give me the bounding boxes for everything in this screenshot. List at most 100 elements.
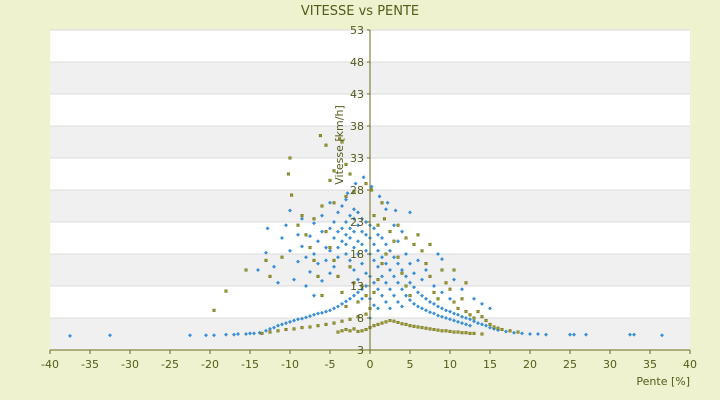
y-tick-label: 18 [350, 248, 364, 261]
x-tick-label: 20 [523, 358, 537, 371]
data-point [492, 325, 496, 329]
data-point [352, 281, 356, 285]
data-point [364, 182, 368, 186]
data-point [472, 296, 476, 301]
data-point [252, 331, 256, 336]
data-point [480, 315, 484, 319]
data-point [392, 319, 396, 323]
data-point [388, 230, 392, 234]
data-point [376, 306, 380, 311]
data-point [308, 269, 312, 274]
data-point [376, 287, 380, 292]
data-point [360, 296, 364, 301]
data-point [408, 280, 412, 285]
data-point [408, 324, 412, 328]
data-point [456, 319, 460, 324]
data-point [460, 331, 464, 335]
data-point [348, 213, 352, 218]
data-point [360, 229, 364, 234]
data-point [392, 239, 396, 243]
data-point [308, 314, 312, 319]
data-point [296, 259, 300, 264]
data-point [344, 197, 348, 202]
data-point [264, 258, 268, 262]
data-point [340, 226, 344, 231]
data-point [300, 214, 304, 218]
data-point [544, 332, 548, 337]
data-point [400, 304, 404, 309]
data-point [420, 306, 424, 311]
data-point [384, 207, 388, 212]
data-point [328, 178, 332, 182]
data-points [68, 134, 664, 338]
data-point [400, 322, 404, 326]
data-point [340, 140, 344, 144]
data-point [436, 252, 440, 256]
y-axis-label: Vitesse [km/h] [333, 105, 346, 185]
data-point [412, 301, 416, 306]
data-point [304, 233, 308, 237]
data-point [372, 324, 376, 328]
data-point [388, 319, 392, 323]
data-point [320, 229, 324, 234]
data-point [312, 293, 316, 298]
data-point [352, 293, 356, 298]
data-point [276, 323, 280, 328]
data-point [324, 230, 328, 234]
x-tick-label: 10 [443, 358, 457, 371]
data-point [300, 216, 304, 221]
data-point [480, 332, 484, 336]
data-point [108, 333, 112, 338]
data-point [352, 189, 356, 193]
data-point [344, 242, 348, 247]
data-point [388, 268, 392, 272]
data-point [424, 296, 428, 301]
data-point [364, 248, 368, 253]
y-tick-label: 13 [350, 280, 364, 293]
x-axis-label: Pente [%] [636, 375, 690, 388]
data-point [328, 246, 332, 250]
data-point [304, 284, 308, 288]
data-point [428, 310, 432, 315]
data-point [256, 268, 260, 272]
data-point [332, 201, 336, 205]
data-point [320, 278, 324, 283]
data-point [308, 246, 312, 250]
data-point [432, 301, 436, 306]
data-point [396, 320, 400, 324]
y-tick-label: 28 [350, 184, 364, 197]
data-point [284, 321, 288, 326]
data-point [204, 333, 208, 338]
data-point [292, 277, 296, 282]
data-point [404, 236, 408, 240]
data-point [320, 204, 324, 208]
data-point [348, 317, 352, 321]
data-point [488, 306, 492, 311]
data-point [360, 287, 364, 292]
data-point [344, 162, 348, 166]
x-tick-label: -20 [201, 358, 219, 371]
data-point [468, 317, 472, 322]
data-point [324, 245, 328, 250]
data-point [380, 293, 384, 298]
data-point [364, 312, 368, 316]
data-point [352, 327, 356, 331]
data-point [372, 226, 376, 231]
data-point [284, 223, 288, 228]
data-point [476, 321, 480, 326]
data-point [396, 255, 400, 259]
data-point [536, 332, 540, 336]
data-point [420, 277, 424, 282]
data-point [288, 156, 292, 160]
data-point [424, 308, 428, 313]
data-point [340, 204, 344, 208]
data-point [352, 216, 356, 221]
y-tick-label: 43 [350, 88, 364, 101]
data-point [584, 332, 588, 337]
y-tick-label: 3 [357, 344, 364, 357]
data-point [360, 261, 364, 266]
data-point [280, 236, 284, 240]
data-point [380, 255, 384, 260]
data-point [468, 331, 472, 335]
data-point [452, 300, 456, 304]
